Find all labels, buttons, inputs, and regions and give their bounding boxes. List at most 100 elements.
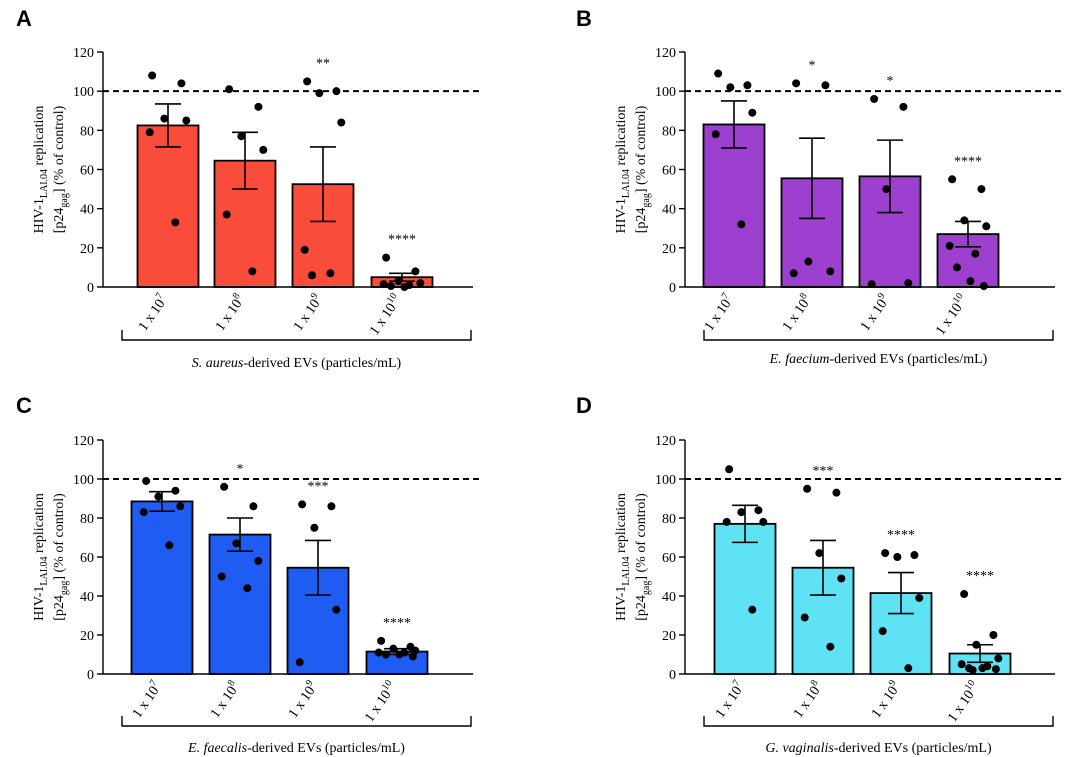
data-point <box>960 216 969 225</box>
data-point <box>945 241 954 250</box>
panel-letter: D <box>576 393 592 418</box>
data-point <box>800 613 809 622</box>
data-point <box>722 517 731 526</box>
x-tick-base: 1 x 10 <box>130 684 162 721</box>
data-point <box>714 69 723 78</box>
x-tick-base: 1 x 10 <box>367 301 399 338</box>
x-tick-base: 1 x 10 <box>858 297 890 334</box>
data-point <box>222 210 231 219</box>
y-title-subscript: LAI.04 <box>621 556 632 585</box>
data-point <box>948 175 957 184</box>
y-title-rest: replication <box>32 493 47 556</box>
data-point <box>870 95 879 103</box>
data-point <box>171 486 180 495</box>
x-tick-exponent: 8 <box>809 678 821 688</box>
data-point <box>300 245 309 254</box>
data-point <box>953 263 962 272</box>
data-point <box>759 517 768 526</box>
x-tick-exponent: 8 <box>798 291 810 301</box>
data-point <box>182 116 191 125</box>
data-point <box>899 102 908 111</box>
y-tick-label: 0 <box>87 281 94 296</box>
x-tick-base: 1 x 10 <box>780 297 812 334</box>
data-point <box>337 118 346 127</box>
panel-letter: B <box>576 6 592 31</box>
y-tick-label: 80 <box>662 512 676 527</box>
data-point <box>826 642 835 651</box>
significance-marker: **** <box>887 528 915 543</box>
data-point <box>867 280 876 289</box>
y-tick-label: 60 <box>80 164 94 179</box>
caption-species: G. vaginalis <box>765 741 834 756</box>
x-tick-exponent: 7 <box>148 678 160 688</box>
significance-marker: ** <box>316 56 330 71</box>
data-point <box>994 654 1003 663</box>
data-point <box>298 500 307 509</box>
data-point <box>382 253 391 262</box>
data-point <box>259 145 268 154</box>
y-tick-label: 40 <box>80 590 94 605</box>
data-point <box>968 666 977 675</box>
y-title-main: HIV-1 <box>614 586 629 621</box>
y-tick-label: 100 <box>73 85 94 100</box>
data-point <box>960 590 969 599</box>
data-point <box>160 114 169 123</box>
y-axis-title-line2: [p24gag] (% of control) <box>52 493 70 621</box>
data-point <box>374 648 383 657</box>
caption-rest: -derived EVs (particles/mL) <box>247 741 405 756</box>
data-point <box>308 271 317 280</box>
group-bracket <box>703 330 1054 341</box>
panel-letter: C <box>16 393 32 418</box>
significance-marker: * <box>237 462 244 477</box>
data-point <box>789 269 798 278</box>
data-point <box>904 664 913 673</box>
x-tick-base: 1 x 10 <box>136 297 168 334</box>
y-tick-label: 40 <box>80 203 94 218</box>
x-tick-exponent: 7 <box>720 291 732 301</box>
y-tick-label: 120 <box>655 434 676 449</box>
data-point <box>332 605 341 614</box>
y-title2-b: ] (% of control) <box>634 493 649 581</box>
y-title2-subscript: gag <box>59 581 70 595</box>
x-tick-exponent: 7 <box>731 678 743 688</box>
significance-marker: **** <box>388 233 416 248</box>
data-point <box>726 83 735 92</box>
x-tick-base: 1 x 10 <box>945 688 977 725</box>
data-point <box>821 81 830 90</box>
y-tick-label: 20 <box>80 629 94 644</box>
data-point <box>237 132 246 141</box>
data-point <box>145 128 154 137</box>
data-point <box>310 523 319 532</box>
data-point <box>389 644 398 653</box>
data-point <box>177 79 186 88</box>
y-tick-label: 100 <box>655 473 676 488</box>
data-point <box>395 650 404 659</box>
data-point <box>881 549 890 558</box>
data-point <box>249 502 258 511</box>
data-point <box>748 108 757 117</box>
x-tick-label: 1 x 109 <box>289 291 327 334</box>
y-title-subscript: LAI.04 <box>39 556 50 585</box>
panel-letter: A <box>16 6 32 31</box>
data-point <box>754 506 763 515</box>
data-point <box>225 85 234 94</box>
x-tick-exponent: 9 <box>876 291 888 301</box>
x-tick-label: 1 x 1010 <box>360 678 401 725</box>
x-axis-caption: G. vaginalis-derived EVs (particles/mL) <box>765 741 992 756</box>
y-tick-label: 80 <box>80 512 94 527</box>
data-point <box>725 465 734 474</box>
data-point <box>904 279 913 288</box>
data-point <box>979 282 988 291</box>
data-point <box>743 81 752 90</box>
y-title-rest: replication <box>614 106 629 169</box>
x-tick-exponent: 9 <box>309 291 321 301</box>
x-axis-caption: E. faecalis-derived EVs (particles/mL) <box>187 741 405 756</box>
x-tick-base: 1 x 10 <box>713 684 745 721</box>
y-tick-label: 20 <box>80 242 94 257</box>
y-tick-label: 100 <box>73 473 94 488</box>
data-point <box>837 574 846 583</box>
y-axis-title-line2: [p24gag] (% of control) <box>52 105 70 233</box>
